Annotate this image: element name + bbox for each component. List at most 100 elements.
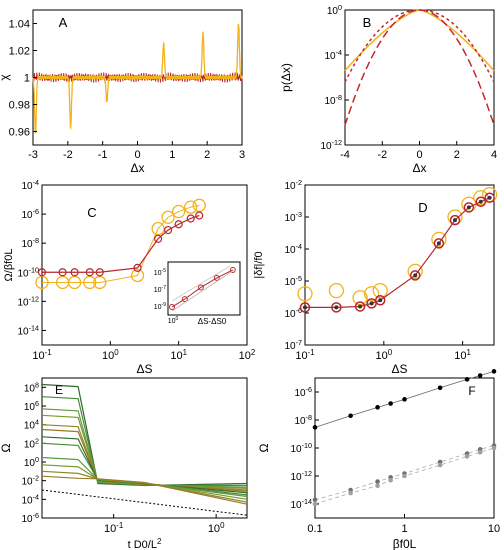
point (477, 373, 483, 378)
y-tick-label: 0.98 (9, 100, 30, 112)
point (491, 445, 497, 451)
x-tick-label: 2 (204, 149, 210, 161)
y-tick-label: 0.96 (9, 127, 30, 139)
y-tick-label: 10-6 (294, 385, 312, 400)
inset-x-tick-label: 100 (168, 316, 179, 325)
y-axis-label: Ω (0, 443, 13, 452)
y-tick-label: 102 (24, 436, 39, 451)
x-tick-label: 10-1 (32, 348, 52, 363)
point-red (133, 263, 142, 272)
x-tick-label: 102 (239, 348, 256, 363)
x-tick-label: -4 (340, 149, 350, 161)
point-red-ring (463, 202, 475, 213)
x-tick-label: 3 (239, 149, 245, 161)
y-axis-label: p(Δx) (279, 63, 293, 92)
point (348, 490, 353, 496)
point (312, 497, 318, 503)
x-axis-label: βf0L (393, 537, 417, 550)
x-tick-label: 100 (102, 348, 119, 363)
point-red-core (452, 218, 457, 223)
y-tick-label: 10-2 (284, 178, 302, 193)
series-yellow-line (42, 204, 200, 283)
x-tick-label: -1 (98, 149, 108, 161)
point-yellow (161, 210, 175, 224)
point-red (153, 234, 163, 243)
point-yellow (172, 204, 186, 219)
point-red-core (369, 301, 374, 306)
point (312, 425, 318, 430)
inset-x-label: ΔS-ΔS0 (198, 317, 227, 326)
x-axis-label: ΔS (391, 362, 407, 376)
x-tick-label: 101 (170, 348, 187, 363)
x-tick-label: 10 (488, 523, 500, 535)
x-tick-label: -2 (63, 149, 73, 161)
point-yellow (363, 286, 380, 302)
inset-y-tick-label: 10-5 (154, 268, 166, 277)
point-red (186, 214, 195, 223)
y-tick-label: 10-4 (21, 492, 39, 507)
y-axis-label: Ω (257, 443, 271, 452)
y-tick-label: 1.02 (9, 46, 30, 58)
x-axis-label: Δx (130, 161, 144, 175)
x-tick-label: -2 (377, 149, 387, 161)
point-yellow (431, 231, 447, 248)
point-red (70, 268, 79, 277)
panel-letter: A (59, 15, 68, 30)
reference-dotted (41, 489, 248, 516)
point-red-core (358, 304, 363, 309)
panel-b-frame (344, 9, 495, 146)
x-axis-label: t D0/L2 (128, 537, 162, 550)
point-red-ring (475, 196, 487, 207)
point (402, 397, 407, 402)
y-axis-label: χ (0, 74, 11, 81)
point-red (195, 211, 204, 220)
y-tick-label: 10-8 (324, 93, 342, 108)
series-red-longdash (344, 9, 495, 126)
series-line (41, 408, 248, 488)
x-tick-label: -3 (28, 149, 38, 161)
inset-point (229, 266, 236, 273)
point-yellow (67, 275, 82, 290)
x-tick-label: 100 (208, 521, 225, 536)
series-red-shortdash (344, 9, 495, 83)
y-tick-label: 10-10 (290, 441, 312, 456)
panel-letter: D (418, 200, 427, 215)
y-tick-label: 10-8 (21, 236, 39, 251)
point (464, 454, 470, 459)
y-tick-label: 10-4 (284, 242, 302, 257)
series-red-line (305, 197, 490, 308)
point-red-core (487, 195, 492, 200)
panel-letter: E (55, 383, 63, 397)
inset-guide (171, 265, 231, 302)
y-tick-label: 10-12 (17, 294, 39, 309)
point (388, 477, 393, 483)
y-tick-label: 10-4 (324, 48, 342, 63)
y-tick-label: 10-10 (17, 265, 39, 280)
point-yellow (130, 268, 145, 283)
point-red (37, 268, 47, 277)
y-tick-label: 10-7 (284, 338, 302, 353)
y-tick-label: 108 (24, 380, 39, 395)
x-tick-label: 100 (375, 348, 392, 363)
panel-d-frame (304, 184, 495, 346)
y-tick-label: 106 (24, 399, 39, 414)
point-yellow (35, 275, 49, 290)
y-tick-label: 10-5 (284, 274, 302, 289)
point (388, 401, 393, 406)
inset-point (169, 304, 175, 311)
y-tick-label: 10-6 (21, 207, 39, 222)
panel-letter: F (468, 384, 475, 398)
point (437, 462, 443, 468)
panel-c-frame (41, 184, 248, 346)
x-tick-label: 1 (401, 523, 407, 535)
x-tick-label: 0 (134, 149, 140, 161)
point-red-ring (433, 238, 445, 249)
series-line (41, 383, 248, 487)
series-line (41, 456, 248, 498)
series-line (41, 475, 248, 505)
x-tick-label: 101 (454, 348, 471, 363)
point-red-core (413, 273, 418, 278)
point (491, 369, 497, 374)
point-red-ring (354, 301, 366, 312)
